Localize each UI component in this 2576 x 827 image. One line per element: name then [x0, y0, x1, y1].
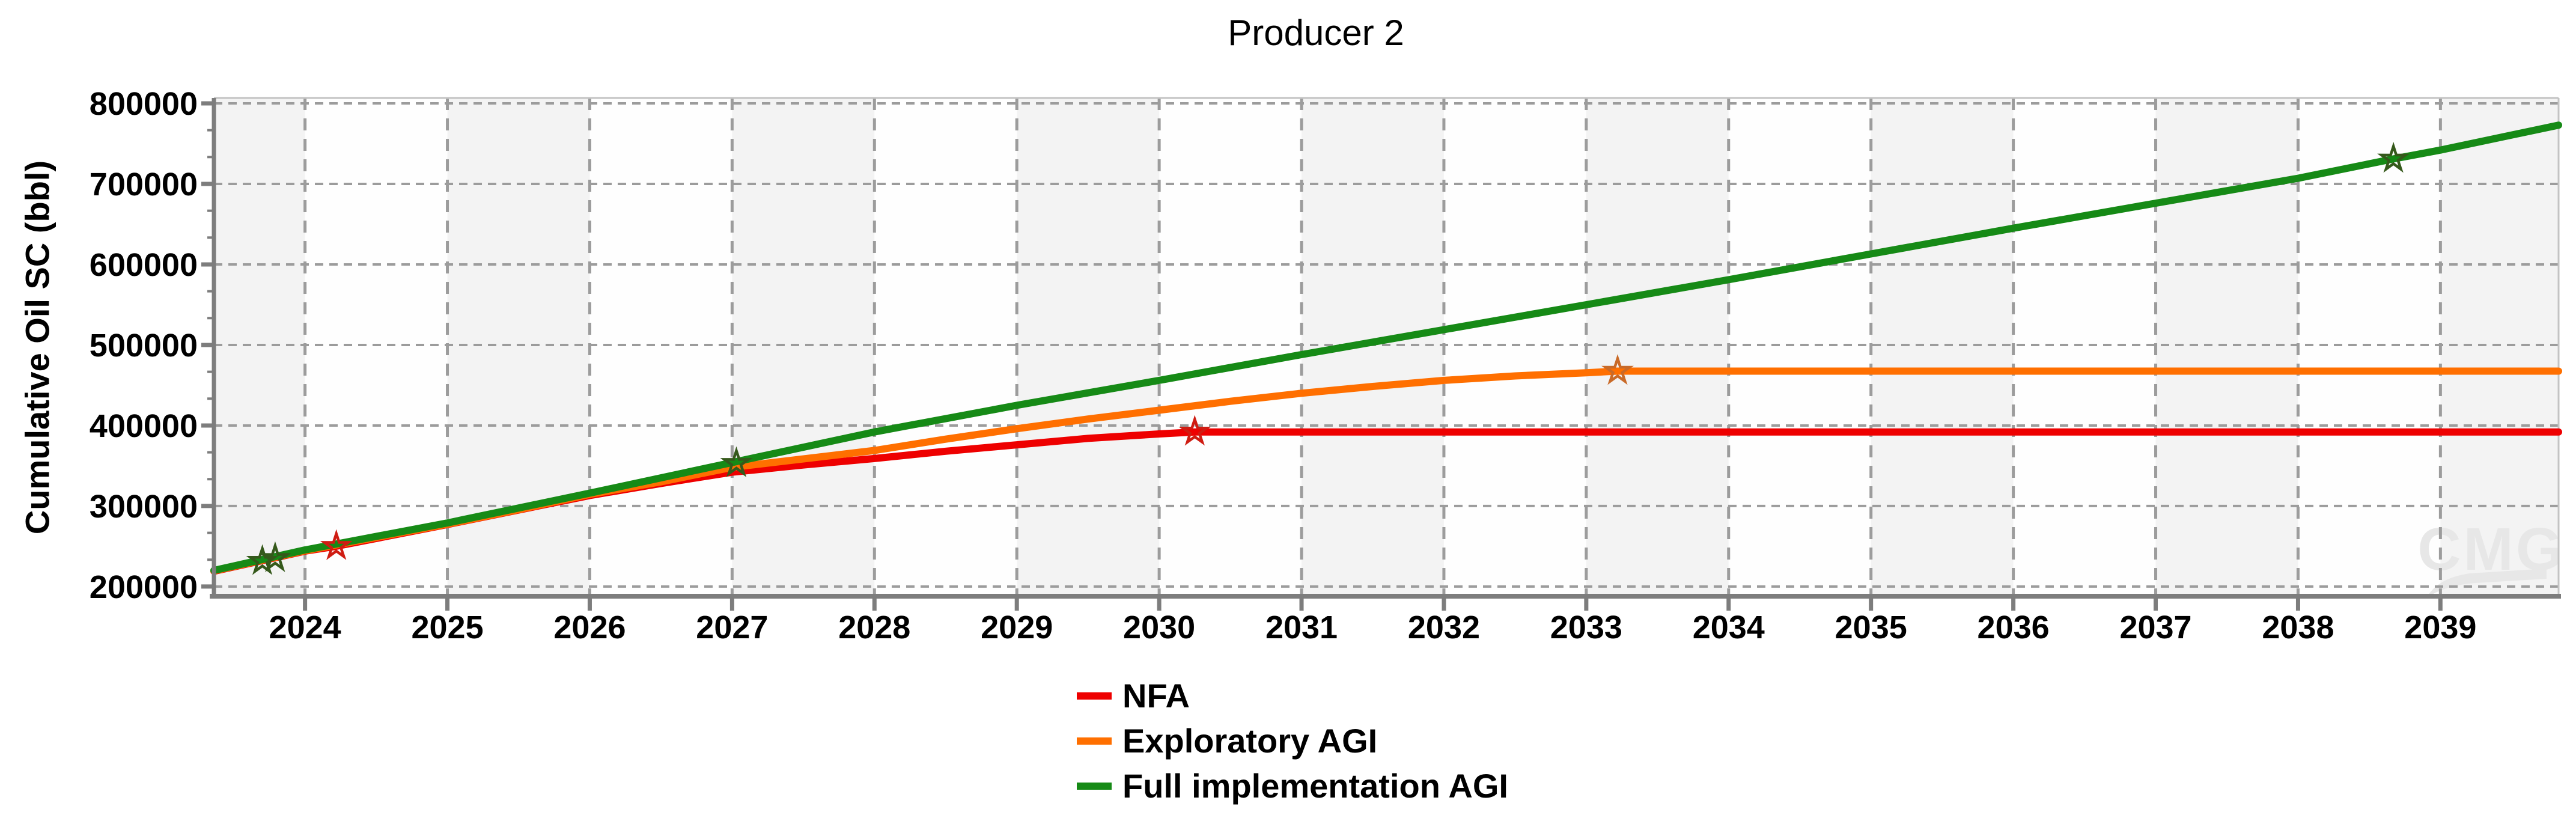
y-tick-label: 600000: [90, 247, 198, 283]
x-tick-label: 2035: [1835, 609, 1907, 645]
x-tick-label: 2030: [1123, 609, 1195, 645]
y-tick-label: 300000: [90, 489, 198, 525]
x-tick-label: 2024: [269, 609, 341, 645]
x-tick-label: 2037: [2119, 609, 2191, 645]
x-tick-label: 2036: [1978, 609, 2050, 645]
y-tick-label: 500000: [90, 328, 198, 364]
x-tick-label: 2029: [981, 609, 1053, 645]
y-tick-label: 200000: [90, 569, 198, 605]
x-tick-label: 2031: [1265, 609, 1338, 645]
plot-stripe: [2155, 98, 2298, 596]
marker-star: [2377, 142, 2410, 173]
legend-item-nfa: NFA: [1077, 673, 1508, 718]
legend-swatch-nfa: [1077, 692, 1112, 700]
legend-label-exploratory-agi: Exploratory AGI: [1122, 721, 1378, 760]
marker-star: [1178, 415, 1211, 446]
y-tick-label: 800000: [90, 86, 198, 122]
x-tick-label: 2026: [553, 609, 626, 645]
x-tick-label: 2033: [1550, 609, 1622, 645]
plot-stripe: [214, 98, 305, 596]
plot-stripe: [1302, 98, 1444, 596]
y-tick-label: 700000: [90, 166, 198, 203]
legend-swatch-exploratory-agi: [1077, 737, 1112, 745]
plot-stripe: [1586, 98, 1729, 596]
legend-item-exploratory-agi: Exploratory AGI: [1077, 718, 1508, 763]
x-tick-label: 2032: [1408, 609, 1480, 645]
marker-star: [246, 544, 279, 575]
x-tick-label: 2027: [696, 609, 768, 645]
plot-stripe: [2440, 98, 2559, 596]
marker-star: [320, 529, 353, 560]
legend-item-full-implementation-agi: Full implementation AGI: [1077, 763, 1508, 808]
legend-label-full-implementation-agi: Full implementation AGI: [1122, 766, 1508, 805]
x-tick-label: 2028: [838, 609, 910, 645]
series-line-full-implementation-agi: [210, 121, 2562, 575]
x-tick-label: 2038: [2262, 609, 2334, 645]
legend-label-nfa: NFA: [1122, 676, 1190, 715]
x-tick-label: 2034: [1693, 609, 1765, 645]
marker-star: [1601, 354, 1634, 385]
plot-stripe: [732, 98, 875, 596]
x-tick-label: 2025: [411, 609, 483, 645]
marker-star: [258, 541, 291, 572]
legend-swatch-full-implementation-agi: [1077, 782, 1112, 790]
legend: NFA Exploratory AGI Full implementation …: [1077, 673, 1508, 808]
plot-stripe: [1871, 98, 2014, 596]
marker-star: [720, 446, 753, 477]
y-tick-label: 400000: [90, 408, 198, 444]
x-tick-label: 2039: [2404, 609, 2476, 645]
plot-stripe: [1017, 98, 1160, 596]
cmg-watermark-swoosh: [2426, 569, 2547, 598]
chart-title: Producer 2: [1228, 13, 1404, 53]
